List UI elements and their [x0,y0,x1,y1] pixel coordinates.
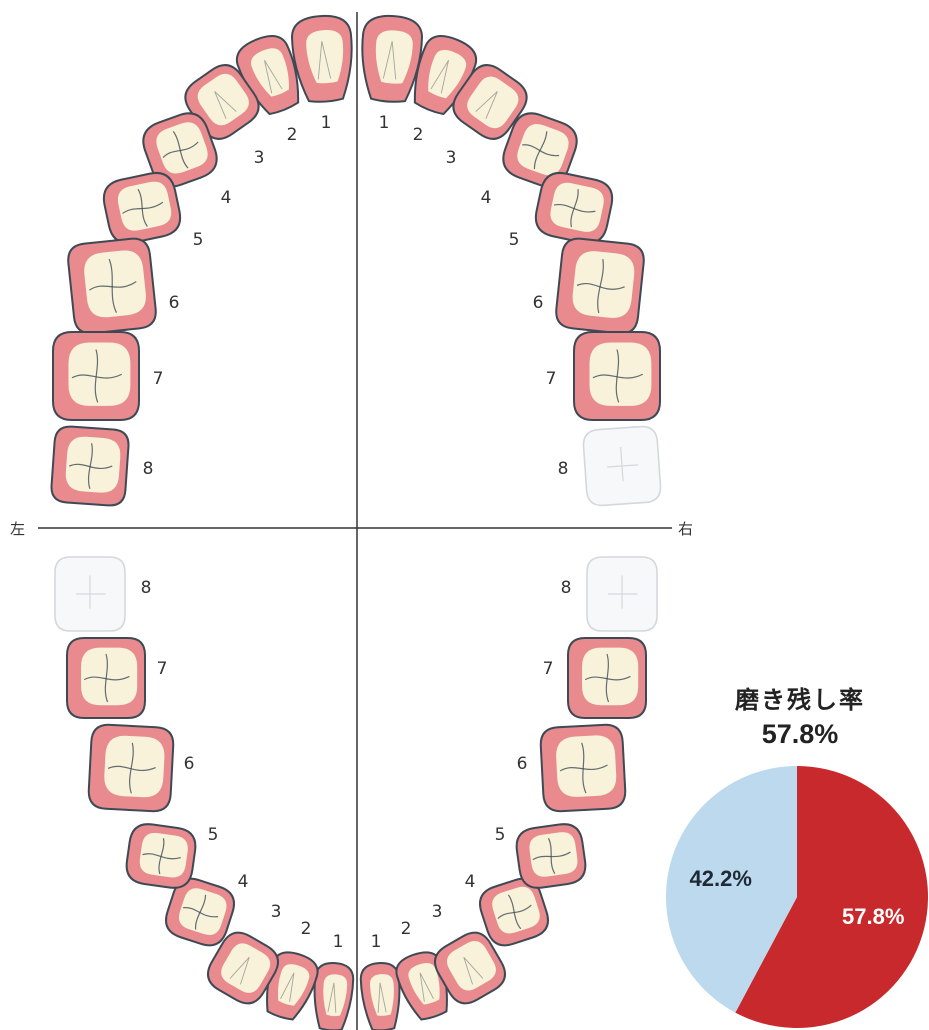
tooth-lower-left-7[interactable] [66,637,146,719]
right-side-label: 右 [678,520,693,538]
tooth-number-upper-right-5: 5 [509,230,520,250]
tooth-number-upper-right-1: 1 [379,113,390,133]
tooth-upper-right-7[interactable] [573,331,661,421]
tooth-number-upper-right-8: 8 [558,459,569,479]
tooth-upper-right-1[interactable] [358,14,423,104]
tooth-lower-left-8[interactable] [54,556,126,632]
tooth-lower-right-7[interactable] [567,637,647,719]
tooth-number-lower-left-6: 6 [184,754,195,774]
tooth-upper-left-8[interactable] [50,425,130,507]
tooth-upper-left-2[interactable] [231,30,309,120]
tooth-number-lower-left-2: 2 [301,919,312,939]
tooth-lower-right-1[interactable] [359,962,403,1030]
tooth-number-lower-right-6: 6 [517,754,528,774]
tooth-lower-left-5[interactable] [124,822,198,891]
tooth-upper-right-4[interactable] [498,108,583,193]
tooth-number-upper-right-3: 3 [446,148,457,168]
tooth-number-upper-left-1: 1 [321,113,332,133]
tooth-number-lower-right-4: 4 [465,872,476,892]
tooth-number-lower-right-2: 2 [401,919,412,939]
pie-slice-1 [666,766,797,1013]
tooth-number-upper-right-7: 7 [546,369,557,389]
tooth-lower-left-3[interactable] [202,926,285,1010]
tooth-number-lower-left-5: 5 [208,825,219,845]
summary-value: 57.8% [761,719,839,749]
tooth-lower-left-2[interactable] [258,947,322,1023]
tooth-upper-right-2[interactable] [404,30,482,120]
tooth-number-upper-left-2: 2 [287,125,298,145]
tooth-upper-right-3[interactable] [446,58,533,146]
tooth-number-upper-left-7: 7 [153,369,164,389]
tooth-lower-right-8[interactable] [586,556,658,632]
tooth-lower-right-3[interactable] [429,926,512,1010]
tooth-upper-right-6[interactable] [555,237,646,335]
pie-label-0: 57.8% [842,904,904,929]
tooth-upper-left-7[interactable] [52,331,140,421]
tooth-number-upper-left-6: 6 [169,293,180,313]
summary-title: 磨き残し率 [735,686,865,714]
tooth-lower-left-6[interactable] [87,723,175,813]
tooth-number-lower-right-8: 8 [561,578,572,598]
summary: 磨き残し率 57.8% [690,680,910,750]
tooth-lower-left-4[interactable] [161,874,239,950]
tooth-number-upper-left-3: 3 [254,148,265,168]
tooth-number-upper-left-4: 4 [221,188,232,208]
tooth-number-lower-right-7: 7 [543,659,554,679]
tooth-upper-right-8[interactable] [582,425,662,507]
tooth-number-upper-left-5: 5 [193,230,204,250]
pie-slice-0 [735,766,928,1028]
tooth-number-upper-right-6: 6 [533,293,544,313]
tooth-number-upper-left-8: 8 [143,459,154,479]
tooth-upper-left-1[interactable] [291,14,356,104]
tooth-number-lower-left-1: 1 [333,932,344,952]
tooth-upper-left-6[interactable] [67,237,158,335]
tooth-lower-right-2[interactable] [392,947,456,1023]
tooth-number-lower-right-5: 5 [495,825,506,845]
tooth-number-upper-right-2: 2 [413,125,424,145]
tooth-number-lower-right-1: 1 [371,932,382,952]
tooth-number-lower-left-7: 7 [157,659,168,679]
tooth-number-lower-right-3: 3 [432,902,443,922]
tooth-number-upper-right-4: 4 [481,188,492,208]
tooth-lower-right-6[interactable] [539,723,627,813]
pie-label-1: 42.2% [690,866,752,891]
tooth-upper-right-5[interactable] [532,169,616,247]
left-side-label: 左 [10,520,25,538]
pie-chart: 57.8% 42.2% [666,766,928,1028]
tooth-number-lower-left-3: 3 [271,902,282,922]
tooth-number-lower-left-4: 4 [238,872,249,892]
tooth-number-lower-left-8: 8 [141,578,152,598]
tooth-upper-left-5[interactable] [100,169,184,247]
tooth-upper-left-4[interactable] [138,108,223,193]
tooth-lower-right-5[interactable] [514,822,588,891]
